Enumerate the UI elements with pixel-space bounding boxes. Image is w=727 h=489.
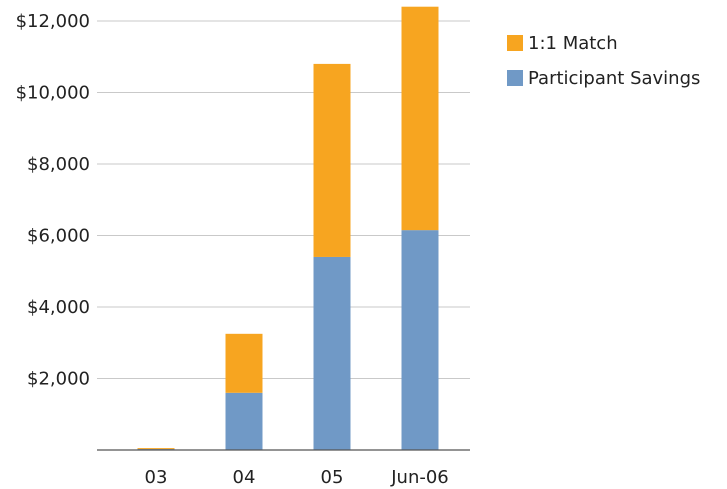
bar-1-1-match-jun-06: [401, 6, 439, 231]
bar-participant-savings-jun-06: [401, 230, 439, 450]
legend: 1:1 Match Participant Savings: [507, 33, 700, 89]
bar-participant-savings-05: [313, 256, 351, 450]
y-tick-label: $4,000: [27, 297, 90, 318]
x-tick-label: 05: [321, 467, 344, 488]
x-tick-label: 04: [233, 467, 256, 488]
axes: $2,000 $4,000 $6,000 $8,000 $10,000 $12,000 03…: [16, 11, 470, 488]
y-tick-label: $2,000: [27, 369, 90, 390]
y-tick-label: $10,000: [16, 83, 90, 104]
bar-participant-savings-04: [225, 392, 263, 450]
legend-label: Participant Savings: [528, 68, 700, 89]
y-tick-label: $8,000: [27, 154, 90, 175]
y-tick-label: $6,000: [27, 226, 90, 247]
x-tick-label: Jun-06: [390, 467, 449, 488]
legend-label: 1:1 Match: [528, 33, 618, 54]
bar-1-1-match-03: [137, 448, 175, 450]
bar-1-1-match-04: [225, 333, 263, 393]
legend-swatch: [507, 35, 523, 51]
y-tick-label: $12,000: [16, 11, 90, 32]
legend-swatch: [507, 70, 523, 86]
x-tick-label: 03: [145, 467, 168, 488]
bars: [137, 6, 439, 450]
bar-1-1-match-05: [313, 63, 351, 257]
